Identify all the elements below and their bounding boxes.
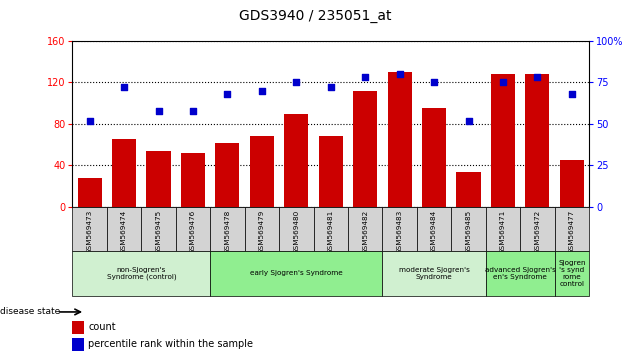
Text: moderate Sjogren's
Syndrome: moderate Sjogren's Syndrome xyxy=(399,267,469,280)
Bar xyxy=(72,207,107,251)
Bar xyxy=(107,207,141,251)
Text: GSM569480: GSM569480 xyxy=(294,209,299,253)
Point xyxy=(567,91,577,97)
Bar xyxy=(181,153,205,207)
Text: GSM569477: GSM569477 xyxy=(569,209,575,253)
Point xyxy=(222,91,232,97)
Bar xyxy=(147,151,171,207)
Bar xyxy=(486,251,554,296)
Bar xyxy=(348,207,382,251)
Bar xyxy=(244,207,279,251)
Text: GSM569473: GSM569473 xyxy=(87,209,93,253)
Bar xyxy=(520,207,554,251)
Point xyxy=(326,85,336,90)
Point xyxy=(119,85,129,90)
Bar xyxy=(319,136,343,207)
Bar xyxy=(560,160,584,207)
Bar xyxy=(491,74,515,207)
Bar xyxy=(77,178,101,207)
Bar xyxy=(112,139,136,207)
Point xyxy=(84,118,94,124)
Bar xyxy=(451,207,486,251)
Bar xyxy=(353,91,377,207)
Bar xyxy=(382,207,417,251)
Text: GSM569474: GSM569474 xyxy=(121,209,127,253)
Bar xyxy=(554,207,589,251)
Text: disease state: disease state xyxy=(0,307,60,316)
Bar xyxy=(382,251,486,296)
Bar xyxy=(72,251,210,296)
Text: GSM569485: GSM569485 xyxy=(466,209,471,253)
Bar xyxy=(250,136,274,207)
Bar xyxy=(417,207,451,251)
Bar xyxy=(279,207,314,251)
Text: GSM569481: GSM569481 xyxy=(328,209,334,253)
Point xyxy=(532,74,542,80)
Text: percentile rank within the sample: percentile rank within the sample xyxy=(88,339,253,349)
Text: GSM569479: GSM569479 xyxy=(259,209,265,253)
Text: GSM569475: GSM569475 xyxy=(156,209,161,253)
Bar xyxy=(215,143,239,207)
Point xyxy=(360,74,370,80)
Text: GSM569483: GSM569483 xyxy=(397,209,403,253)
Point xyxy=(429,80,439,85)
Text: GSM569476: GSM569476 xyxy=(190,209,196,253)
Bar xyxy=(554,251,589,296)
Bar xyxy=(72,321,84,333)
Text: early Sjogren's Syndrome: early Sjogren's Syndrome xyxy=(250,270,343,276)
Point xyxy=(291,80,301,85)
Bar xyxy=(210,251,382,296)
Point xyxy=(464,118,474,124)
Point xyxy=(154,108,164,113)
Bar xyxy=(486,207,520,251)
Text: GSM569482: GSM569482 xyxy=(362,209,368,253)
Point xyxy=(257,88,267,93)
Bar xyxy=(314,207,348,251)
Bar xyxy=(387,72,411,207)
Bar xyxy=(72,338,84,351)
Text: non-Sjogren's
Syndrome (control): non-Sjogren's Syndrome (control) xyxy=(106,267,176,280)
Bar xyxy=(457,172,481,207)
Text: GSM569472: GSM569472 xyxy=(534,209,541,253)
Text: GDS3940 / 235051_at: GDS3940 / 235051_at xyxy=(239,9,391,23)
Bar xyxy=(141,207,176,251)
Text: count: count xyxy=(88,321,116,332)
Bar xyxy=(176,207,210,251)
Text: advanced Sjogren's
en's Syndrome: advanced Sjogren's en's Syndrome xyxy=(484,267,556,280)
Text: Sjogren
's synd
rome
control: Sjogren 's synd rome control xyxy=(558,260,585,287)
Point xyxy=(394,71,404,77)
Bar xyxy=(284,114,308,207)
Point xyxy=(498,80,508,85)
Bar xyxy=(210,207,244,251)
Text: GSM569478: GSM569478 xyxy=(224,209,231,253)
Text: GSM569484: GSM569484 xyxy=(431,209,437,253)
Point xyxy=(188,108,198,113)
Bar xyxy=(525,74,549,207)
Bar xyxy=(422,108,446,207)
Text: GSM569471: GSM569471 xyxy=(500,209,506,253)
